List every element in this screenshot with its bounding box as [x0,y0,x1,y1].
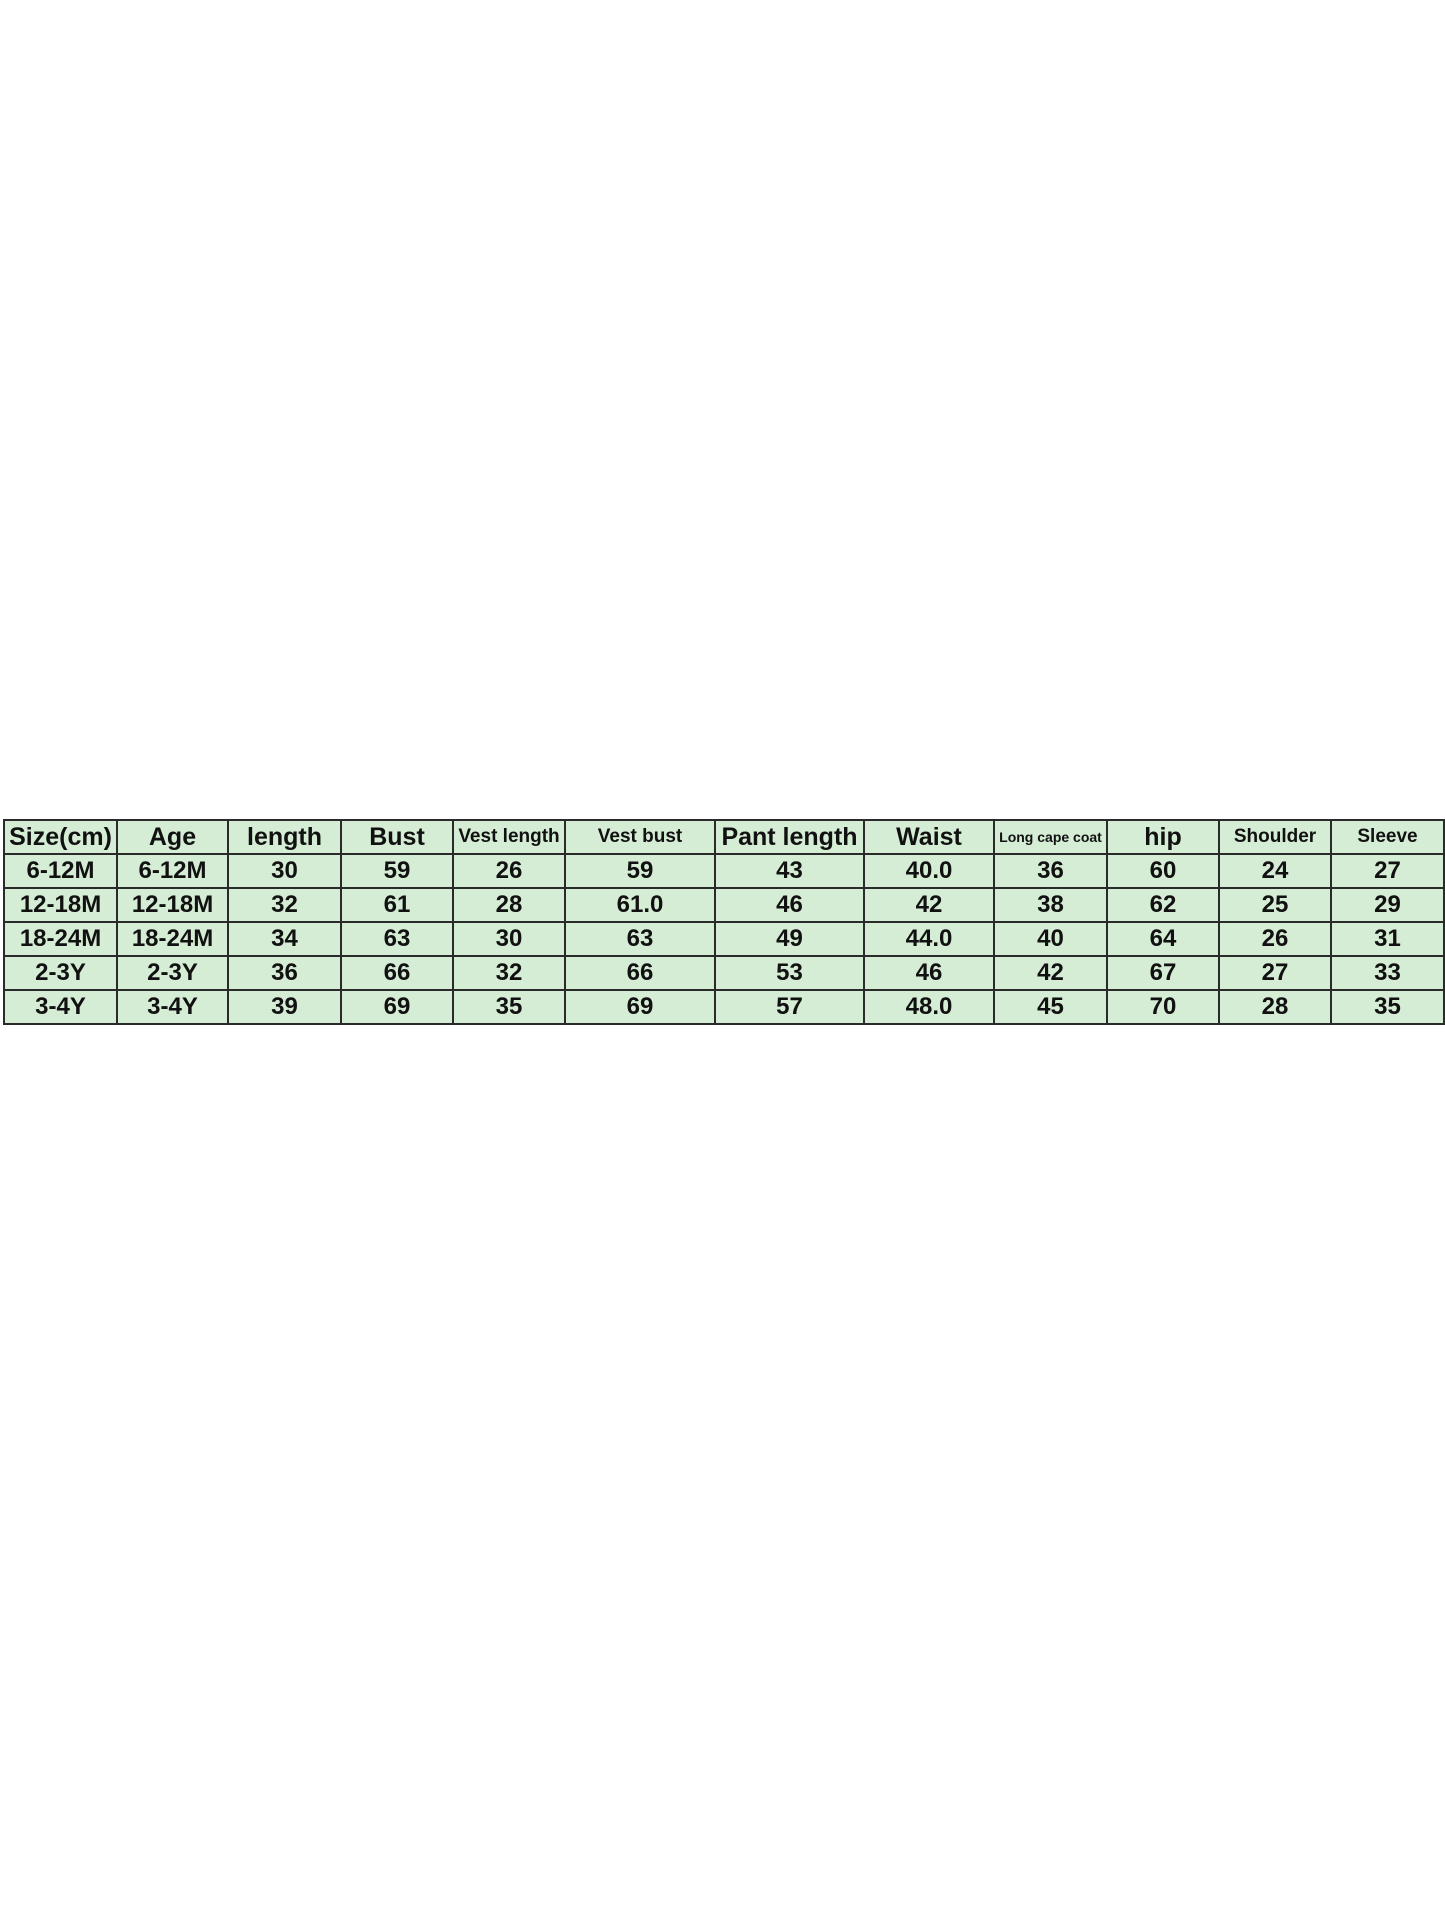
table-cell: 63 [564,921,716,957]
column-header: Size(cm) [3,819,118,855]
table-cell: 49 [714,921,865,957]
table-cell: 27 [1330,853,1445,889]
table-cell: 61 [340,887,454,923]
table-cell: 40 [993,921,1108,957]
column-header: Age [116,819,229,855]
table-row: 6-12M 6-12M 30 59 26 59 43 40.0 36 60 24 27 [3,853,1445,889]
column-header: hip [1106,819,1220,855]
table-cell: 43 [714,853,865,889]
table-cell: 26 [452,853,566,889]
table-cell: 62 [1106,887,1220,923]
column-header: Vest bust [564,819,716,855]
table-cell: 36 [993,853,1108,889]
table-cell: 35 [452,989,566,1025]
column-header: length [227,819,342,855]
table-cell: 39 [227,989,342,1025]
table-cell: 59 [340,853,454,889]
table-cell: 27 [1218,955,1332,991]
table-cell: 63 [340,921,454,957]
table-cell: 3-4Y [3,989,118,1025]
table-cell: 30 [227,853,342,889]
header-row: Size(cm) Age length Bust Vest length Vest bus… [3,819,1445,855]
table-cell: 61.0 [564,887,716,923]
table-row: 3-4Y 3-4Y 39 69 35 69 57 48.0 45 70 28 35 [3,989,1445,1025]
column-header: Bust [340,819,454,855]
table-cell: 32 [227,887,342,923]
table-row: 18-24M 18-24M 34 63 30 63 49 44.0 40 64 26 31 [3,921,1445,957]
table-cell: 42 [993,955,1108,991]
table-cell: 18-24M [3,921,118,957]
table-cell: 46 [863,955,995,991]
table-cell: 67 [1106,955,1220,991]
table-cell: 59 [564,853,716,889]
table-cell: 70 [1106,989,1220,1025]
table-cell: 66 [564,955,716,991]
table-cell: 12-18M [3,887,118,923]
column-header: Shoulder [1218,819,1332,855]
table-cell: 28 [452,887,566,923]
table-cell: 29 [1330,887,1445,923]
table-row: 12-18M 12-18M 32 61 28 61.0 46 42 38 62 25 29 [3,887,1445,923]
table-cell: 57 [714,989,865,1025]
table-cell: 32 [452,955,566,991]
table-cell: 24 [1218,853,1332,889]
table-cell: 40.0 [863,853,995,889]
table-cell: 66 [340,955,454,991]
table-cell: 6-12M [116,853,229,889]
table-cell: 31 [1330,921,1445,957]
table-cell: 42 [863,887,995,923]
table-cell: 2-3Y [116,955,229,991]
table-cell: 69 [564,989,716,1025]
table-cell: 25 [1218,887,1332,923]
table-row: 2-3Y 2-3Y 36 66 32 66 53 46 42 67 27 33 [3,955,1445,991]
column-header: Sleeve [1330,819,1445,855]
table-cell: 3-4Y [116,989,229,1025]
column-header: Pant length [714,819,865,855]
table-cell: 45 [993,989,1108,1025]
table-cell: 38 [993,887,1108,923]
size-chart-table: Size(cm) Age length Bust Vest length Vest bus… [3,819,1445,1025]
table-cell: 44.0 [863,921,995,957]
table-cell: 6-12M [3,853,118,889]
table-cell: 35 [1330,989,1445,1025]
table-cell: 64 [1106,921,1220,957]
table-cell: 36 [227,955,342,991]
table-cell: 34 [227,921,342,957]
table-cell: 28 [1218,989,1332,1025]
column-header: Waist [863,819,995,855]
table-cell: 33 [1330,955,1445,991]
column-header: Vest length [452,819,566,855]
table-cell: 53 [714,955,865,991]
table-cell: 69 [340,989,454,1025]
column-header: Long cape coat [993,819,1108,855]
table-cell: 60 [1106,853,1220,889]
table-cell: 46 [714,887,865,923]
table-cell: 26 [1218,921,1332,957]
table-cell: 18-24M [116,921,229,957]
table-cell: 30 [452,921,566,957]
table-cell: 48.0 [863,989,995,1025]
table-cell: 2-3Y [3,955,118,991]
table-cell: 12-18M [116,887,229,923]
